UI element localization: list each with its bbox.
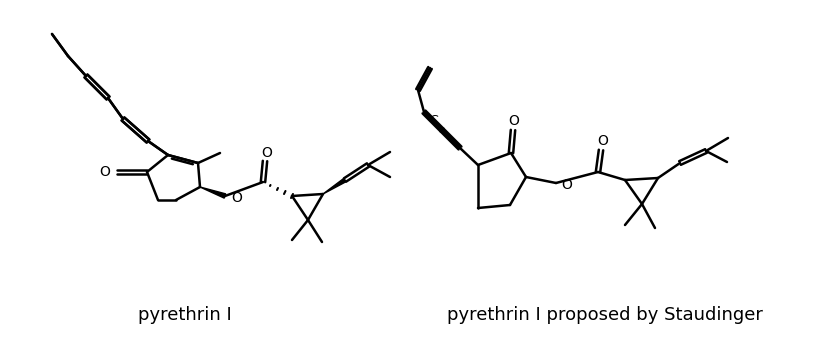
Polygon shape [323, 178, 346, 194]
Text: O: O [509, 114, 520, 128]
Text: O: O [99, 165, 110, 179]
Text: pyrethrin I: pyrethrin I [138, 306, 232, 324]
Polygon shape [200, 187, 226, 198]
Text: pyrethrin I proposed by Staudinger: pyrethrin I proposed by Staudinger [447, 306, 763, 324]
Text: O: O [232, 191, 243, 205]
Text: C: C [430, 115, 439, 128]
Text: O: O [561, 178, 572, 192]
Text: O: O [262, 146, 273, 160]
Text: O: O [598, 134, 609, 148]
